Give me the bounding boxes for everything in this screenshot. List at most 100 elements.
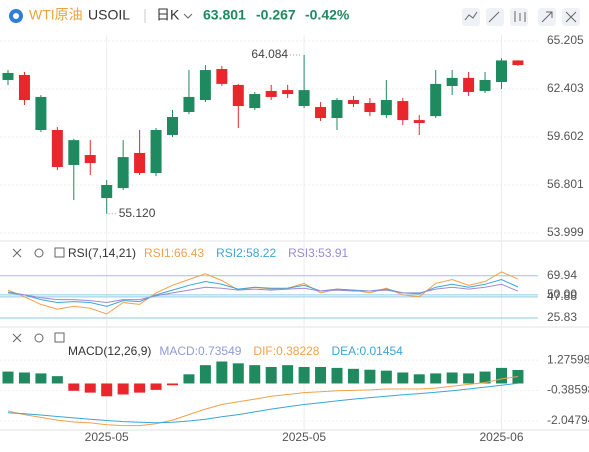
candle-body: [183, 96, 195, 113]
change-pct: -0.42%: [305, 7, 350, 23]
candle-body: [84, 155, 96, 164]
candle-body: [331, 100, 343, 119]
settings-macd[interactable]: [34, 333, 44, 343]
indicator-title: RSI(7,14,21): [68, 246, 136, 260]
candle-body: [249, 94, 261, 109]
series-line: [7, 376, 519, 427]
macd-bar: [167, 383, 178, 386]
macd-bar: [282, 365, 294, 384]
candle-body: [347, 100, 359, 104]
macd-bar: [479, 371, 491, 384]
symbol-name: WTI原油: [29, 7, 83, 23]
series-line: [7, 382, 519, 424]
candle-body: [512, 60, 524, 66]
toolbar: [462, 8, 580, 26]
macd-bar: [101, 383, 113, 397]
candle-body: [446, 77, 458, 86]
macd-bar: [446, 372, 458, 384]
candle-body: [35, 96, 47, 131]
candle-body: [463, 77, 475, 92]
candle-body: [265, 90, 277, 97]
y-tick-label: -0.38598: [547, 383, 589, 397]
macd-bar: [463, 373, 475, 384]
macd-bar: [397, 372, 409, 384]
candle-body: [117, 157, 129, 189]
candle-body: [199, 70, 211, 101]
x-tick-label: 2025-06: [479, 430, 523, 444]
price: 63.801: [203, 7, 246, 23]
close-rsi[interactable]: [12, 248, 22, 258]
low-label: 55.120: [119, 206, 156, 220]
macd-bar: [347, 368, 359, 384]
candle-body: [479, 79, 491, 91]
macd-bar: [380, 370, 392, 384]
candle-body: [51, 130, 63, 168]
legend-entry: DIF:0.38228: [253, 344, 319, 358]
candle-body: [134, 152, 146, 174]
y-tick-label: 47.88: [547, 289, 577, 303]
candle-body: [430, 83, 442, 117]
macd-bar: [249, 365, 261, 384]
candle-body: [150, 130, 162, 174]
y-tick-label: 62.403: [547, 81, 584, 95]
macd-bar: [68, 383, 80, 391]
y-tick-label: 59.602: [547, 129, 584, 143]
tool-type-icon: [514, 11, 526, 22]
y-tick-label: 1.27598: [547, 352, 589, 366]
candle-body: [298, 90, 310, 107]
macd-bar: [430, 373, 442, 384]
indicator-title: MACD(12,26,9): [68, 344, 151, 358]
x-tick-label: 2025-05: [282, 430, 326, 444]
macd-bar: [232, 363, 244, 384]
candle-body: [413, 120, 425, 123]
y-tick-label: 65.205: [547, 33, 584, 47]
macd-bar: [18, 372, 30, 384]
macd-bar: [84, 383, 96, 393]
candle-body: [216, 69, 228, 84]
tool-draw[interactable]: [486, 8, 504, 26]
high-label: 64.084: [251, 47, 288, 61]
toggle-rsi[interactable]: [54, 247, 65, 258]
macd-bar: [51, 376, 63, 384]
settings-rsi[interactable]: [34, 248, 44, 258]
candle-body: [2, 72, 14, 80]
macd-bar: [364, 369, 376, 384]
candle-body: [380, 100, 392, 116]
macd-bar: [265, 366, 277, 384]
candle-body: [232, 84, 244, 107]
y-tick-label: 25.83: [547, 310, 577, 324]
candle-body: [167, 116, 178, 135]
macd-bar: [117, 383, 129, 395]
period[interactable]: 日K: [156, 7, 180, 23]
y-tick-label: -2.04794: [547, 413, 589, 427]
legend-entry: RSI2:58.22: [216, 246, 276, 260]
macd-bar: [183, 374, 195, 384]
legend-entry: RSI1:66.43: [144, 246, 204, 260]
macd-bar: [331, 367, 343, 384]
tool-expand-icon: [541, 11, 553, 23]
toggle-macd[interactable]: [54, 332, 65, 343]
legend-entry: DEA:0.01454: [331, 344, 403, 358]
candle-body: [364, 102, 376, 113]
candle-body: [18, 75, 30, 101]
y-tick-label: 53.999: [547, 225, 584, 239]
candle-body: [496, 60, 507, 83]
macd-bar: [2, 371, 14, 384]
legend-entry: MACD:0.73549: [159, 344, 241, 358]
series-line: [7, 283, 519, 304]
x-tick-label: 2025-05: [85, 430, 129, 444]
symbol-code: USOIL: [88, 7, 130, 23]
dropdown[interactable]: [183, 13, 193, 19]
close-macd[interactable]: [12, 333, 22, 343]
candle-body: [68, 140, 80, 165]
macd-bar: [35, 373, 47, 384]
tool-indicator-icon: [464, 11, 478, 21]
series-line: [7, 278, 519, 307]
change: -0.267: [256, 7, 296, 23]
y-tick-label: 69.94: [547, 268, 577, 282]
logo-dot: [13, 13, 19, 19]
legend-entry: RSI3:53.91: [288, 246, 348, 260]
y-tick-label: 50.00: [547, 287, 577, 301]
candle-body: [397, 101, 409, 121]
